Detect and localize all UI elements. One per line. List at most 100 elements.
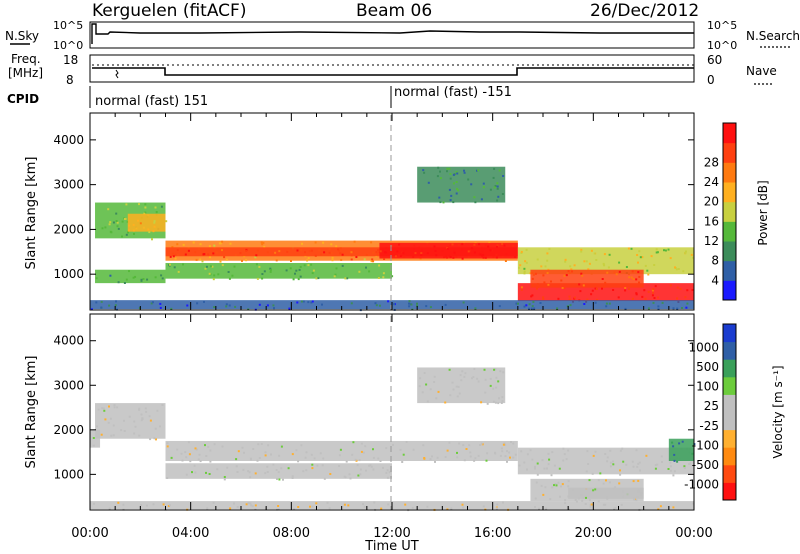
data-speckle bbox=[229, 507, 232, 510]
data-speckle bbox=[608, 302, 611, 305]
data-speckle bbox=[241, 259, 243, 262]
data-speckle bbox=[504, 443, 507, 446]
data-speckle bbox=[128, 415, 131, 418]
data-speckle bbox=[470, 247, 473, 250]
data-speckle bbox=[651, 294, 654, 297]
data-speckle bbox=[242, 468, 245, 471]
data-speckle bbox=[385, 471, 388, 474]
data-speckle bbox=[523, 270, 526, 273]
data-speckle bbox=[604, 453, 607, 455]
colorbar-segment bbox=[723, 394, 736, 413]
data-speckle bbox=[411, 506, 414, 509]
data-band bbox=[165, 463, 392, 479]
data-speckle bbox=[295, 449, 298, 452]
data-speckle bbox=[593, 252, 596, 255]
data-speckle bbox=[254, 256, 257, 259]
data-speckle bbox=[544, 265, 547, 268]
data-speckle bbox=[632, 480, 635, 483]
data-speckle bbox=[260, 443, 263, 445]
data-speckle bbox=[123, 419, 125, 422]
data-speckle bbox=[457, 385, 460, 388]
data-speckle bbox=[523, 272, 526, 275]
data-speckle bbox=[429, 388, 432, 391]
data-speckle bbox=[364, 445, 367, 448]
data-speckle bbox=[350, 251, 353, 254]
data-speckle bbox=[145, 410, 148, 413]
data-speckle bbox=[492, 400, 495, 403]
data-speckle bbox=[573, 296, 576, 299]
data-speckle bbox=[208, 245, 211, 248]
data-speckle bbox=[217, 273, 220, 276]
data-speckle bbox=[587, 268, 590, 271]
data-speckle bbox=[267, 444, 270, 447]
data-speckle bbox=[317, 277, 320, 280]
data-speckle bbox=[433, 375, 436, 378]
data-speckle bbox=[314, 241, 317, 244]
cpid-segment-1: normal (fast) 151 bbox=[95, 94, 208, 109]
data-speckle bbox=[675, 268, 678, 271]
data-speckle bbox=[498, 169, 501, 172]
power-colorbar: 4 8 12 16 20 24 28 bbox=[704, 122, 737, 301]
data-speckle bbox=[276, 478, 278, 480]
data-speckle bbox=[473, 243, 476, 246]
velocity-y-ticks: 1000 2000 3000 4000 bbox=[53, 334, 694, 481]
data-speckle bbox=[338, 465, 341, 467]
data-speckle bbox=[615, 273, 618, 276]
data-speckle bbox=[595, 259, 598, 261]
data-speckle bbox=[115, 212, 118, 215]
data-speckle bbox=[579, 290, 582, 293]
data-speckle bbox=[542, 296, 545, 299]
data-speckle bbox=[673, 459, 676, 462]
data-speckle bbox=[386, 476, 389, 479]
data-speckle bbox=[451, 243, 454, 246]
data-speckle bbox=[134, 425, 137, 428]
data-speckle bbox=[116, 225, 119, 228]
data-speckle bbox=[636, 254, 639, 256]
data-speckle bbox=[446, 247, 449, 250]
data-speckle bbox=[608, 253, 611, 256]
data-speckle bbox=[408, 305, 411, 308]
data-speckle bbox=[476, 377, 479, 380]
cpid-label: CPID bbox=[7, 92, 39, 106]
data-speckle bbox=[473, 251, 476, 254]
freq-tick-top: 18 bbox=[63, 53, 78, 67]
data-speckle bbox=[534, 465, 536, 468]
data-speckle bbox=[289, 267, 292, 270]
data-speckle bbox=[218, 242, 221, 245]
data-speckle bbox=[280, 467, 283, 470]
freq-label-2: [MHz] bbox=[8, 66, 43, 80]
data-speckle bbox=[500, 447, 503, 450]
data-speckle bbox=[160, 205, 163, 208]
data-speckle bbox=[101, 407, 104, 410]
data-speckle bbox=[594, 301, 597, 304]
noise-right-label: N.Search bbox=[746, 29, 800, 43]
data-speckle bbox=[540, 484, 543, 487]
data-speckle bbox=[392, 443, 394, 446]
colorbar-frame bbox=[722, 323, 737, 501]
data-speckle bbox=[653, 297, 656, 299]
data-speckle bbox=[483, 368, 486, 371]
data-speckle bbox=[451, 381, 454, 384]
data-speckle bbox=[300, 444, 303, 447]
data-speckle bbox=[632, 278, 635, 280]
data-speckle bbox=[500, 402, 503, 404]
data-speckle bbox=[550, 280, 552, 283]
data-speckle bbox=[166, 445, 169, 448]
data-speckle bbox=[563, 453, 566, 456]
data-speckle bbox=[223, 478, 226, 481]
data-speckle bbox=[269, 267, 272, 270]
data-speckle bbox=[208, 272, 211, 275]
data-speckle bbox=[605, 305, 608, 308]
data-speckle bbox=[236, 471, 239, 473]
data-speckle bbox=[250, 504, 253, 507]
data-speckle bbox=[363, 258, 366, 261]
data-speckle bbox=[145, 504, 148, 507]
data-speckle bbox=[335, 245, 338, 248]
data-speckle bbox=[580, 248, 583, 251]
data-speckle bbox=[92, 437, 95, 439]
data-speckle bbox=[461, 243, 464, 246]
data-speckle bbox=[661, 301, 664, 304]
data-speckle bbox=[590, 503, 593, 506]
data-speckle bbox=[644, 264, 647, 267]
data-speckle bbox=[260, 241, 263, 244]
